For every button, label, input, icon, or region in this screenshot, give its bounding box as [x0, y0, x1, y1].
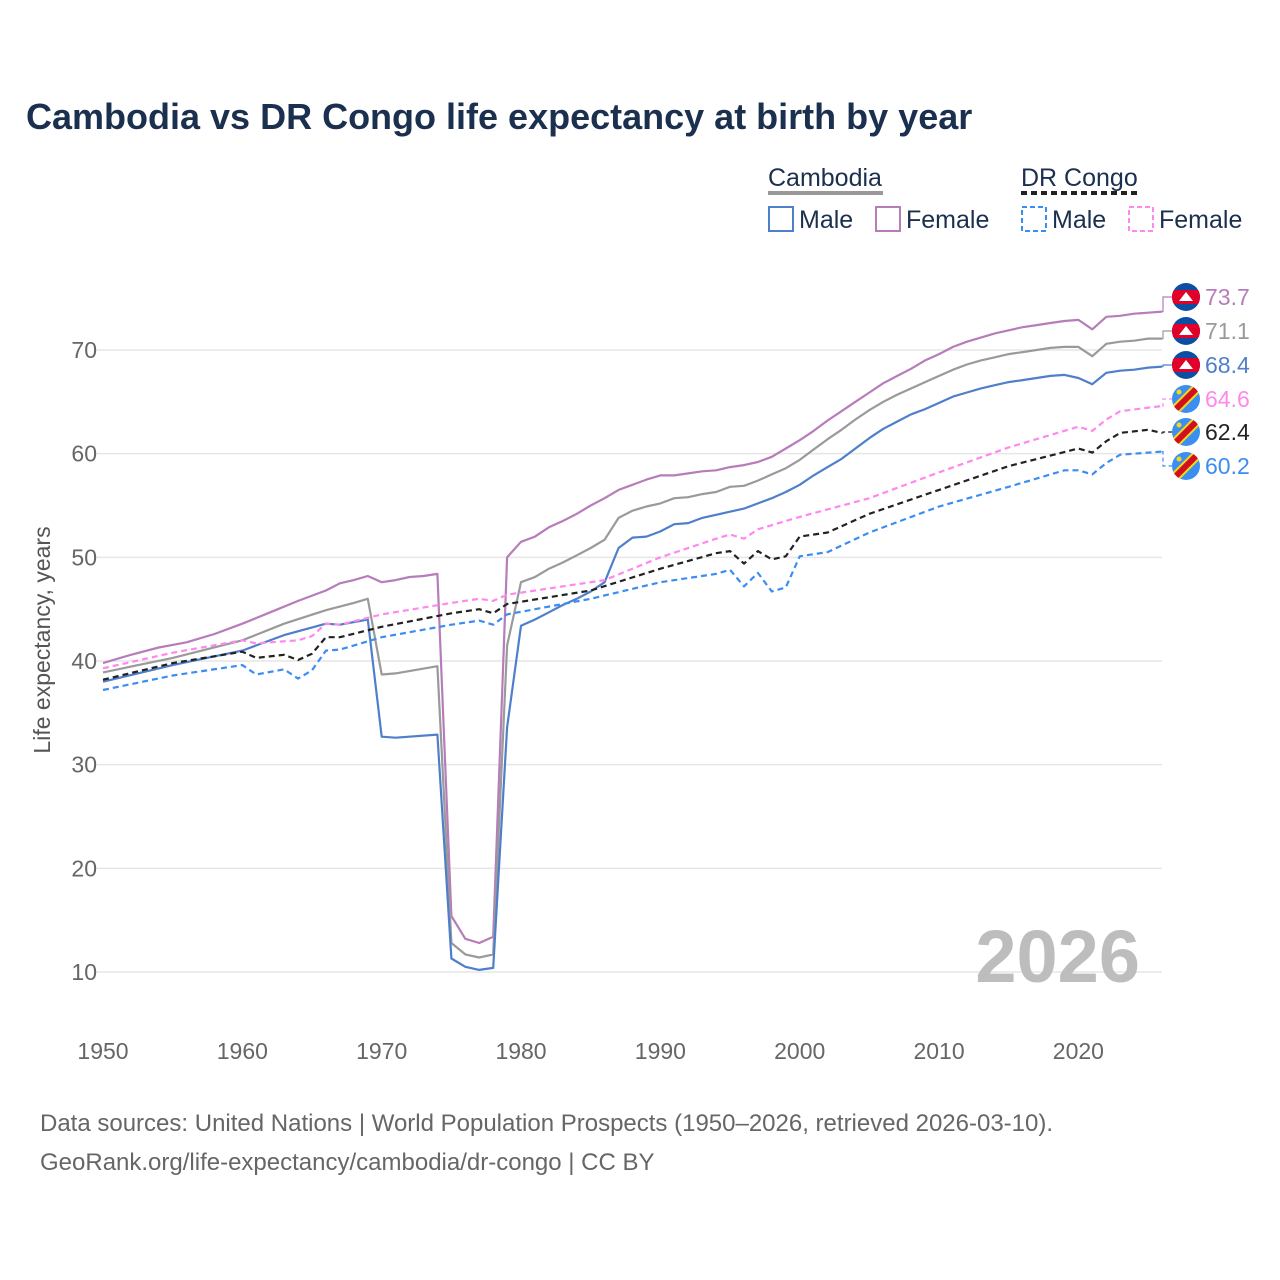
- legend-cambodia-male[interactable]: Male: [799, 206, 853, 234]
- legend: Cambodia Male Female DR Congo Male Femal…: [768, 164, 1242, 234]
- series-line-cambodia-total[interactable]: [102, 337, 1162, 959]
- leader-line: [1162, 364, 1172, 368]
- cambodia-flag-icon: [1172, 351, 1200, 379]
- y-tick-label: 10: [71, 959, 97, 985]
- y-tick-label: 30: [71, 752, 97, 778]
- legend-drcongo-female-swatch: [1128, 206, 1154, 232]
- legend-group-drcongo: DR Congo: [1021, 164, 1138, 192]
- legend-drcongo-male[interactable]: Male: [1052, 206, 1106, 234]
- legend-group-cambodia: Cambodia: [768, 164, 882, 192]
- legend-cambodia-male-swatch: [768, 206, 794, 232]
- end-value-label: 62.4: [1205, 419, 1250, 445]
- leader-line: [1162, 398, 1172, 407]
- leader-line: [1162, 431, 1172, 434]
- legend-cambodia-female-swatch: [875, 206, 901, 232]
- y-axis-ticks: 10 20 30 40 50 60 70: [71, 337, 97, 985]
- x-tick-label: 1970: [356, 1038, 407, 1064]
- chart-title: Cambodia vs DR Congo life expectancy at …: [26, 96, 972, 137]
- legend-cambodia-female[interactable]: Female: [906, 206, 989, 234]
- cambodia-flag-icon: [1172, 317, 1200, 345]
- leader-line: [1162, 330, 1172, 340]
- y-axis-label: Life expectancy, years: [29, 526, 55, 753]
- y-tick-label: 60: [71, 441, 97, 467]
- end-value-label: 68.4: [1205, 352, 1250, 378]
- x-tick-label: 2020: [1053, 1038, 1104, 1064]
- end-labels: 73.7 71.1 68.4 64.6 62.4 60.2: [1162, 283, 1250, 480]
- footer-sources: Data sources: United Nations | World Pop…: [40, 1110, 1053, 1137]
- series-line-drcongo-female[interactable]: [102, 404, 1163, 670]
- leader-line: [1162, 296, 1172, 313]
- year-watermark: 2026: [975, 915, 1140, 998]
- drcongo-flag-icon: [1172, 452, 1200, 480]
- legend-drcongo-male-swatch: [1021, 206, 1047, 232]
- y-tick-label: 20: [71, 855, 97, 881]
- x-tick-label: 1950: [77, 1038, 128, 1064]
- drcongo-flag-icon: [1172, 418, 1200, 446]
- x-axis-ticks: 1950 1960 1970 1980 1990 2000 2010 2020: [77, 1038, 1104, 1064]
- x-tick-label: 1990: [635, 1038, 686, 1064]
- end-value-label: 71.1: [1205, 318, 1250, 344]
- x-tick-label: 2010: [913, 1038, 964, 1064]
- x-tick-label: 2000: [774, 1038, 825, 1064]
- end-value-label: 73.7: [1205, 284, 1250, 310]
- series-line-drcongo-total[interactable]: [102, 428, 1163, 681]
- x-tick-label: 1980: [495, 1038, 546, 1064]
- series-line-cambodia-female[interactable]: [102, 310, 1163, 945]
- legend-drcongo-female[interactable]: Female: [1159, 206, 1242, 234]
- y-tick-label: 40: [71, 648, 97, 674]
- gridlines: [95, 349, 1162, 973]
- drcongo-flag-icon: [1172, 385, 1200, 413]
- series-lines: [102, 310, 1163, 971]
- series-line-drcongo-male[interactable]: [102, 450, 1163, 692]
- leader-line: [1162, 450, 1172, 467]
- x-tick-label: 1960: [217, 1038, 268, 1064]
- footer-link[interactable]: GeoRank.org/life-expectancy/cambodia/dr-…: [40, 1149, 655, 1176]
- series-line-cambodia-male[interactable]: [102, 365, 1163, 971]
- cambodia-flag-icon: [1172, 283, 1200, 311]
- y-tick-label: 50: [71, 544, 97, 570]
- end-value-label: 64.6: [1205, 386, 1250, 412]
- y-tick-label: 70: [71, 337, 97, 363]
- end-value-label: 60.2: [1205, 453, 1250, 479]
